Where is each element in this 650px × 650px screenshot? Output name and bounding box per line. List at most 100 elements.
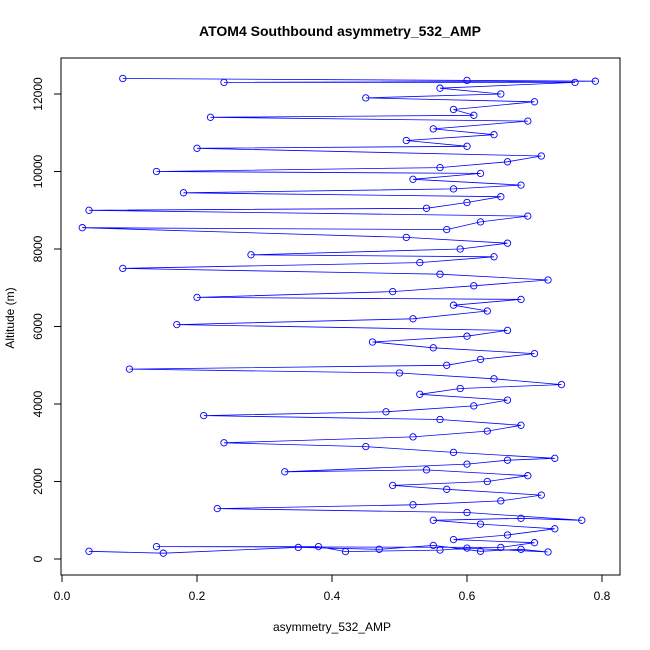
data-point (220, 439, 228, 447)
data-point (503, 158, 512, 166)
data-point (389, 481, 397, 490)
plot-area-frame (60, 57, 621, 576)
data-point (159, 549, 167, 557)
y-tick-label: 2000 (31, 468, 45, 495)
data-point (544, 276, 552, 284)
data-point (497, 193, 505, 201)
data-point (341, 547, 350, 556)
data-point (436, 163, 444, 172)
data-point (416, 258, 424, 267)
data-point (449, 535, 458, 544)
data-point (193, 293, 201, 302)
data-point (530, 349, 539, 358)
data-point (314, 542, 323, 551)
data-point (402, 136, 410, 145)
x-tick-label: 0.2 (189, 589, 206, 603)
x-axis: 0.0 0.2 0.4 0.6 0.8 (54, 574, 611, 603)
data-point (436, 546, 444, 554)
data-point (409, 433, 417, 441)
data-point (422, 204, 431, 212)
data-point (571, 78, 579, 87)
y-tick-label: 4000 (31, 390, 45, 417)
data-point (463, 142, 471, 150)
y-axis: 0 2000 4000 6000 8000 10000 12000 (31, 77, 62, 562)
data-point (409, 501, 417, 509)
data-point (416, 390, 424, 398)
data-point (524, 117, 532, 125)
data-point (85, 547, 93, 555)
data-point (517, 421, 525, 429)
y-tick-label: 10000 (31, 154, 45, 188)
data-point (247, 251, 255, 259)
data-point (551, 454, 559, 462)
data-point (220, 78, 228, 87)
data-point (119, 264, 127, 273)
data-point (125, 365, 134, 373)
data-point (476, 169, 485, 178)
data-point (517, 545, 525, 553)
data-point (449, 301, 458, 309)
data-point (443, 361, 451, 369)
data-point (382, 408, 390, 416)
data-point (449, 448, 458, 457)
data-point (524, 212, 532, 220)
data-point (409, 315, 417, 323)
data-point (443, 225, 451, 234)
data-point (503, 531, 512, 539)
x-axis-label: asymmetry_532_AMP (273, 620, 391, 634)
data-point (503, 456, 512, 464)
data-point (463, 76, 471, 85)
data-point (551, 525, 559, 533)
data-point (429, 344, 437, 352)
data-point (503, 239, 512, 247)
data-point (470, 402, 478, 410)
data-point (463, 544, 471, 552)
data-point (503, 396, 512, 404)
data-point (524, 472, 532, 480)
data-point (490, 375, 498, 383)
data-point (436, 270, 444, 278)
y-tick-label: 12000 (31, 77, 45, 111)
data-point (497, 90, 505, 98)
data-point (537, 491, 545, 499)
data-point (517, 295, 525, 304)
data-point (463, 460, 471, 468)
data-point (490, 131, 498, 139)
y-axis-label: Altitude (m) (3, 287, 17, 348)
data-point (463, 508, 471, 517)
data-point (152, 167, 161, 176)
data-point (206, 113, 215, 121)
data-point (429, 541, 437, 550)
data-point (152, 542, 161, 551)
data-point (389, 287, 397, 296)
data-point (362, 94, 370, 102)
data-point (470, 282, 478, 290)
data-point (213, 504, 221, 513)
data-point (281, 468, 289, 476)
x-tick-label: 0.8 (594, 589, 611, 603)
data-point (456, 245, 464, 253)
data-point (119, 74, 127, 83)
data-point (578, 516, 586, 524)
data-point (78, 224, 86, 232)
data-point (544, 548, 552, 556)
data-point (179, 189, 188, 197)
data-point (476, 547, 485, 555)
data-point (476, 355, 485, 364)
data-point (193, 144, 201, 152)
chart-title: ATOM4 Southbound asymmetry_532_AMP (199, 23, 481, 39)
y-tick-label: 0 (31, 555, 45, 562)
data-point (85, 206, 93, 214)
data-layer (78, 74, 599, 557)
data-point (429, 516, 437, 524)
data-point (490, 253, 498, 261)
data-point (395, 369, 404, 377)
data-point (449, 185, 458, 193)
data-point (470, 111, 478, 119)
data-point (436, 415, 444, 424)
x-tick-label: 0.6 (459, 589, 476, 603)
data-point (443, 485, 451, 493)
data-point (200, 411, 208, 420)
data-point (436, 84, 444, 92)
